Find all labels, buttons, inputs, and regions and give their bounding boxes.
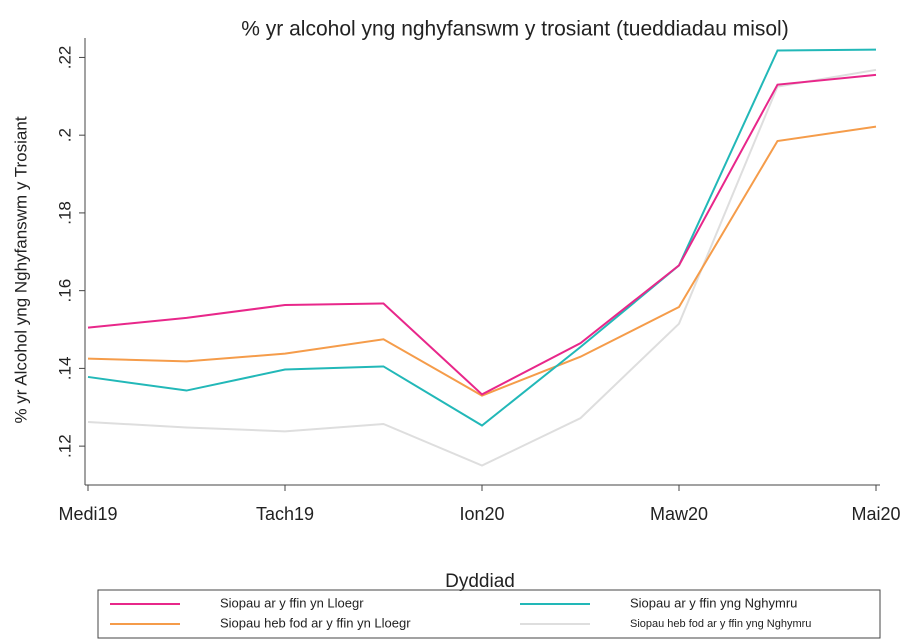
series-line (87, 48, 877, 427)
series-line (87, 68, 877, 467)
legend-label: Siopau heb fod ar y ffin yng Nghymru (630, 618, 811, 630)
y-tick-label: .16 (55, 279, 74, 303)
x-tick-label: Medi19 (58, 504, 117, 524)
y-tick-label: .12 (55, 434, 74, 458)
y-tick-label: .14 (55, 357, 74, 381)
chart-title: % yr alcohol yng nghyfanswm y trosiant (… (241, 18, 788, 41)
legend-box (97, 589, 881, 639)
x-tick-label: Tach19 (256, 504, 314, 524)
y-axis-label: % yr Alcohol yng Nghyfanswm y Trosiant (11, 116, 30, 423)
y-tick-label: .18 (55, 201, 74, 225)
y-tick-label: .2 (55, 128, 74, 142)
x-tick-label: Ion20 (459, 504, 504, 524)
legend-label: Siopau ar y ffin yn Lloegr (220, 595, 364, 610)
legend-label: Siopau heb fod ar y ffin yn Lloegr (220, 615, 411, 630)
x-axis-label: Dyddiad (445, 571, 515, 592)
y-tick-label: .22 (55, 46, 74, 70)
x-tick-label: Maw20 (650, 504, 708, 524)
x-tick-label: Mai20 (851, 504, 900, 524)
series-line (87, 125, 877, 397)
series-line (87, 73, 877, 396)
legend-label: Siopau ar y ffin yng Nghymru (630, 595, 797, 610)
